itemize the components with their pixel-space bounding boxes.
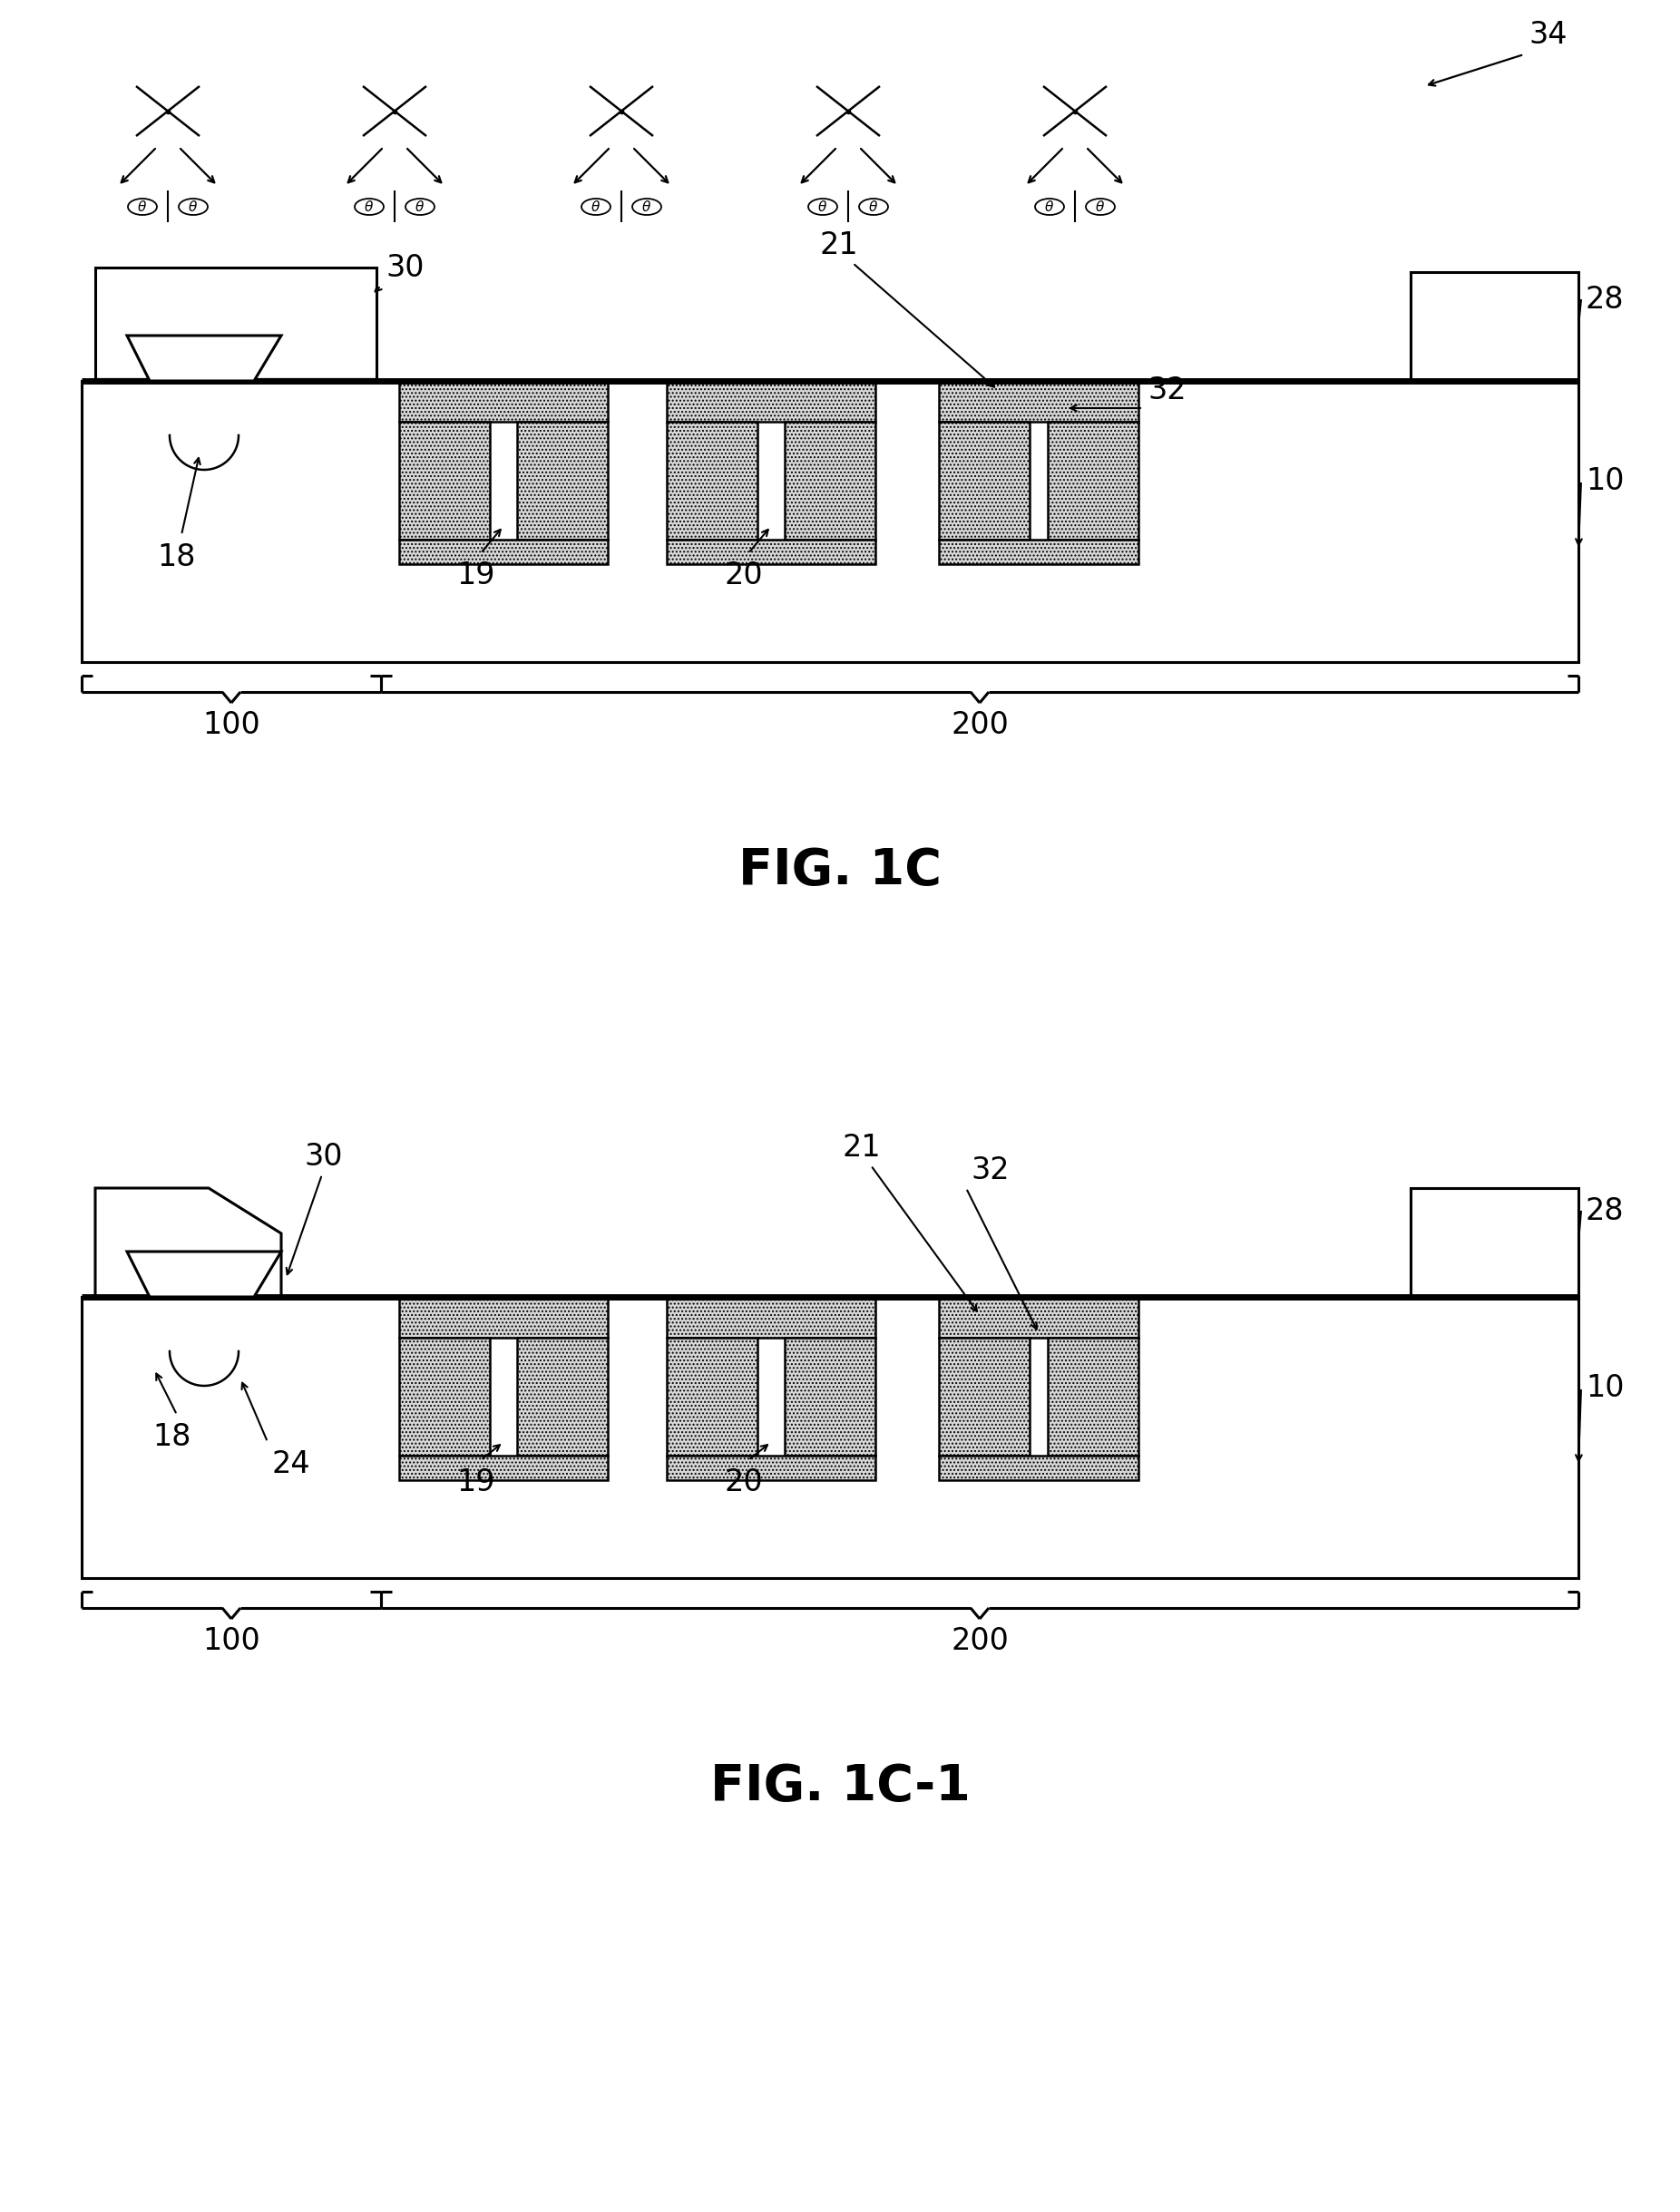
Bar — [785, 422, 875, 540]
Text: $\theta$: $\theta$ — [1095, 199, 1105, 215]
Bar — [400, 1455, 608, 1480]
Text: $\theta$: $\theta$ — [818, 199, 828, 215]
Ellipse shape — [632, 199, 662, 215]
Polygon shape — [96, 1188, 281, 1296]
Bar — [96, 268, 376, 380]
Bar — [939, 1296, 1139, 1338]
Bar — [1048, 1338, 1139, 1455]
Bar — [667, 380, 875, 422]
Bar — [939, 422, 1030, 540]
Text: 20: 20 — [724, 560, 763, 591]
Bar — [667, 1296, 875, 1338]
Ellipse shape — [405, 199, 435, 215]
Bar — [785, 1338, 875, 1455]
Bar — [1048, 422, 1139, 540]
Bar — [939, 1338, 1030, 1455]
Bar — [939, 540, 1139, 564]
Bar — [667, 1455, 875, 1480]
Text: 18: 18 — [153, 1422, 192, 1451]
Text: 200: 200 — [951, 1626, 1008, 1657]
Text: 10: 10 — [1586, 467, 1625, 495]
Bar — [400, 1338, 491, 1455]
Text: 24: 24 — [272, 1449, 311, 1480]
Text: FIG. 1C-1: FIG. 1C-1 — [711, 1763, 969, 1812]
Text: 100: 100 — [202, 1626, 260, 1657]
Text: 100: 100 — [202, 710, 260, 741]
Ellipse shape — [1035, 199, 1063, 215]
Bar — [82, 1296, 1579, 1577]
Bar — [517, 422, 608, 540]
Text: 19: 19 — [457, 1467, 496, 1498]
Polygon shape — [128, 336, 281, 380]
Bar — [400, 1296, 608, 1338]
Text: 28: 28 — [1586, 1197, 1625, 1225]
Ellipse shape — [354, 199, 383, 215]
Text: 32: 32 — [1147, 376, 1186, 405]
Text: 32: 32 — [971, 1155, 1010, 1186]
Text: 30: 30 — [304, 1141, 343, 1172]
Ellipse shape — [858, 199, 889, 215]
Bar — [667, 1338, 758, 1455]
Text: 30: 30 — [385, 252, 423, 283]
Text: 10: 10 — [1586, 1374, 1625, 1402]
Text: $\theta$: $\theta$ — [365, 199, 375, 215]
Ellipse shape — [808, 199, 837, 215]
Text: 19: 19 — [457, 560, 496, 591]
Bar — [517, 1338, 608, 1455]
Text: 34: 34 — [1529, 20, 1567, 51]
Text: 20: 20 — [724, 1467, 763, 1498]
Bar — [1411, 272, 1579, 380]
Text: 28: 28 — [1586, 285, 1625, 314]
Bar — [400, 422, 491, 540]
Text: $\theta$: $\theta$ — [138, 199, 148, 215]
Ellipse shape — [128, 199, 156, 215]
Text: 21: 21 — [820, 230, 858, 261]
Text: $\theta$: $\theta$ — [591, 199, 601, 215]
Text: $\theta$: $\theta$ — [869, 199, 879, 215]
Text: $\theta$: $\theta$ — [642, 199, 652, 215]
Polygon shape — [128, 1252, 281, 1296]
Bar — [1411, 1188, 1579, 1296]
Text: $\theta$: $\theta$ — [1045, 199, 1055, 215]
Bar — [400, 380, 608, 422]
Ellipse shape — [581, 199, 610, 215]
Text: 21: 21 — [842, 1133, 880, 1164]
Bar — [939, 380, 1139, 422]
Text: $\theta$: $\theta$ — [415, 199, 425, 215]
Text: 18: 18 — [158, 542, 197, 573]
Bar — [667, 422, 758, 540]
Bar — [82, 380, 1579, 661]
Bar — [939, 1455, 1139, 1480]
Ellipse shape — [1085, 199, 1116, 215]
Ellipse shape — [178, 199, 208, 215]
Bar — [400, 540, 608, 564]
Bar — [667, 540, 875, 564]
Text: 200: 200 — [951, 710, 1008, 741]
Text: FIG. 1C: FIG. 1C — [739, 847, 941, 896]
Text: $\theta$: $\theta$ — [188, 199, 198, 215]
